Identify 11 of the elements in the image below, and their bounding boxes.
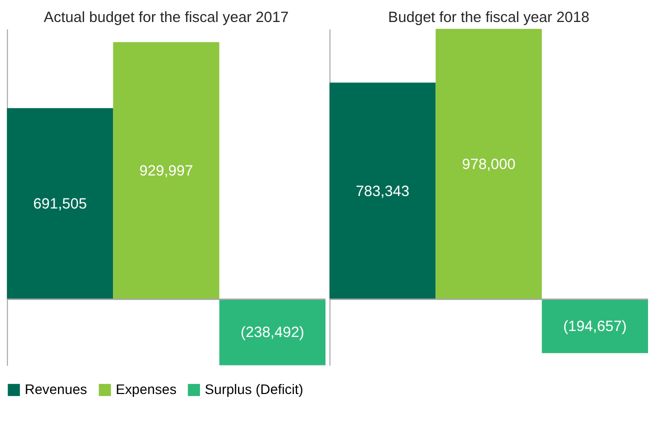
chart-title: Actual budget for the fiscal year 2017: [44, 10, 289, 26]
data-label: 978,000: [462, 157, 516, 174]
data-label: (238,492): [240, 325, 304, 342]
chart-title: Budget for the fiscal year 2018: [388, 10, 590, 26]
data-label: (194,657): [563, 319, 627, 336]
legend-label: Revenues: [24, 380, 88, 397]
data-label: 929,997: [139, 164, 194, 180]
legend-label: Expenses: [116, 380, 177, 397]
legend-label: Surplus (Deficit): [204, 380, 304, 397]
data-label: 691,505: [33, 196, 87, 213]
data-label: 783,343: [356, 184, 410, 200]
